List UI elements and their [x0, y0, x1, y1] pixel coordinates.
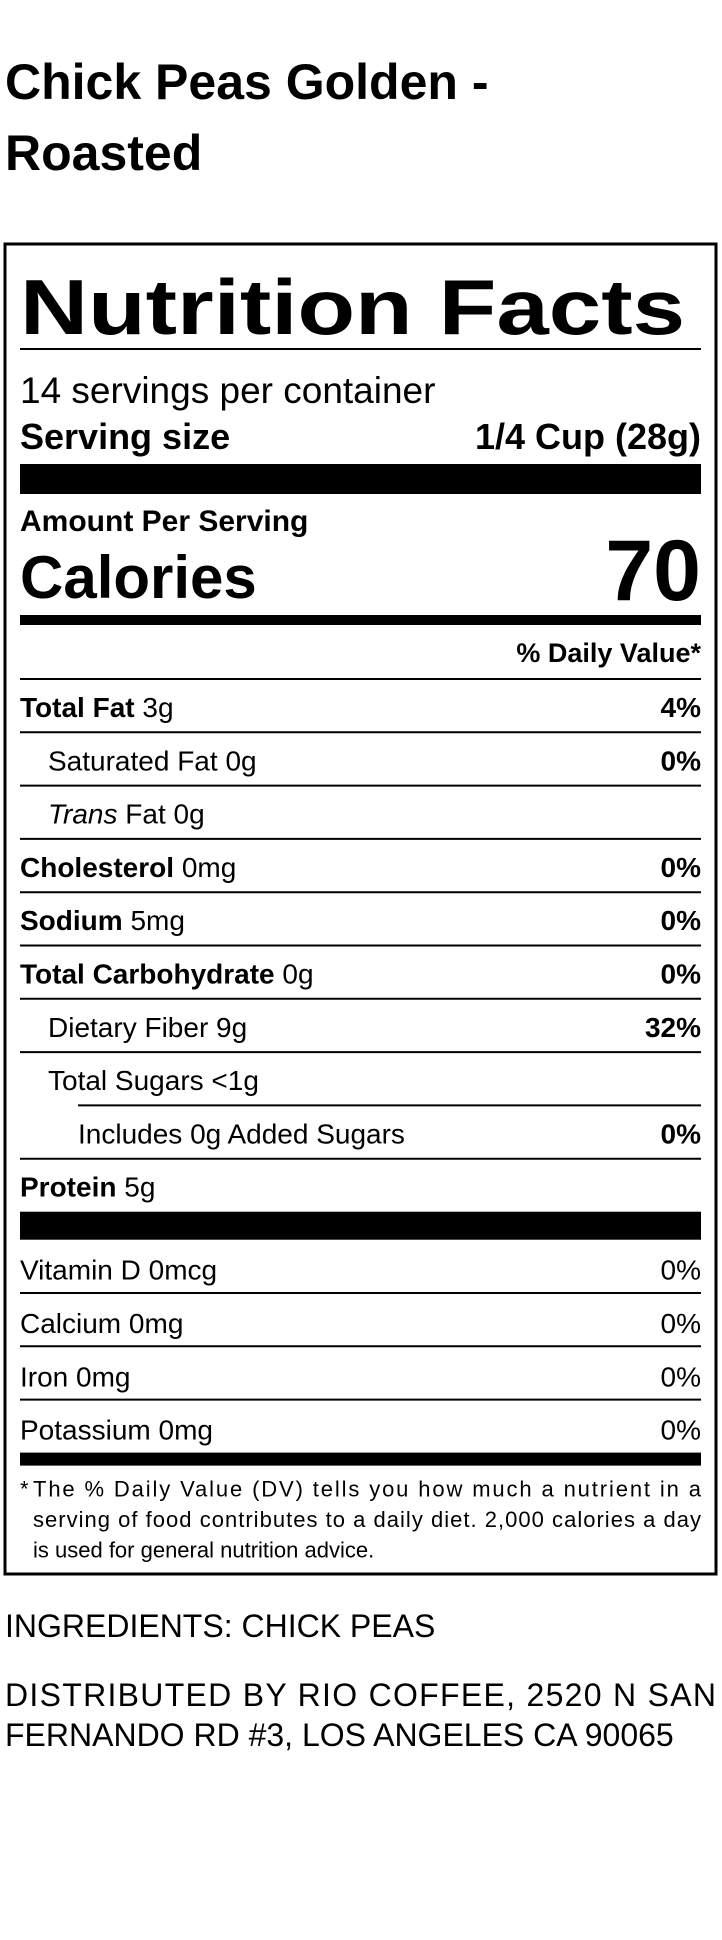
nutrient-amount: 0g — [225, 745, 256, 776]
vitamin-row: Vitamin D 0mcg — [20, 1255, 217, 1286]
ingredients: INGREDIENTS: CHICK PEAS — [5, 1608, 435, 1644]
nutrient-dv: 0% — [661, 905, 702, 936]
nutrient-name: Includes 0g Added Sugars — [78, 1118, 405, 1149]
calories-label: Calories — [20, 544, 257, 611]
thick-bar — [20, 464, 701, 494]
nutrient-name: Cholesterol — [20, 852, 174, 883]
nutrient-amount: 5mg — [130, 905, 184, 936]
medium-bar — [20, 1452, 701, 1466]
calories-value: 70 — [605, 523, 701, 619]
vitamin-amount: 0mg — [159, 1415, 213, 1446]
vitamin-amount: 0mcg — [149, 1255, 217, 1286]
nutrient-dv: 0% — [661, 1118, 702, 1149]
nutrient-amount: 0g — [174, 799, 205, 830]
nutrient-name: Saturated Fat — [48, 745, 218, 776]
footnote-line: is used for general nutrition advice. — [33, 1538, 374, 1563]
distributor-line: FERNANDO RD #3, LOS ANGELES CA 90065 — [5, 1717, 674, 1753]
nutrient-name: Fat — [125, 799, 166, 830]
nutrient-dv: 0% — [661, 745, 702, 776]
medium-bar — [20, 615, 701, 625]
nutrient-row: Includes 0g Added Sugars — [78, 1118, 405, 1149]
vitamin-row: Calcium 0mg — [20, 1308, 183, 1339]
vitamin-name: Vitamin D — [20, 1255, 141, 1286]
nutrient-name: Protein — [20, 1172, 116, 1203]
thick-bar — [20, 1211, 701, 1240]
nutrient-name: Dietary Fiber — [48, 1012, 208, 1043]
nutrient-row: Dietary Fiber 9g — [48, 1012, 247, 1043]
nutrient-amount: 9g — [216, 1012, 247, 1043]
nutrient-name: Total Carbohydrate — [20, 959, 275, 990]
dv-header: % Daily Value* — [516, 638, 701, 668]
nutrient-row: Saturated Fat 0g — [48, 745, 257, 776]
nutrient-dv: 0% — [661, 852, 702, 883]
footnote-marker: * — [20, 1477, 29, 1502]
vitamin-name: Potassium — [20, 1415, 151, 1446]
nutrient-amount: <1g — [211, 1065, 259, 1096]
nutrient-dv: 0% — [661, 959, 702, 990]
serving-size-label: Serving size — [20, 416, 230, 457]
product-title: Chick Peas Golden - — [5, 54, 488, 110]
nutrient-row: Cholesterol 0mg — [20, 852, 236, 883]
nutrient-row: Total Carbohydrate 0g — [20, 959, 314, 990]
nutrient-row: Total Fat 3g — [20, 692, 174, 723]
vitamin-dv: 0% — [661, 1415, 701, 1446]
nutrient-dv: 4% — [661, 692, 702, 723]
nutrient-amount: 0g — [282, 959, 313, 990]
nutrient-amount: 5g — [124, 1172, 155, 1203]
nutrient-name: Total Sugars — [48, 1065, 204, 1096]
distributor-line: DISTRIBUTED BY RIO COFFEE, 2520 N SAN — [5, 1677, 716, 1713]
footnote-line: The % Daily Value (DV) tells you how muc… — [33, 1477, 702, 1502]
vitamin-dv: 0% — [661, 1361, 701, 1392]
nutrient-name: Sodium — [20, 905, 123, 936]
nutrient-prefix: Trans — [48, 799, 118, 830]
nutrient-row: Sodium 5mg — [20, 905, 185, 936]
vitamin-row: Potassium 0mg — [20, 1415, 213, 1446]
product-title: Roasted — [5, 125, 202, 181]
label-border — [3, 242, 718, 1576]
nutrient-row: Total Sugars <1g — [48, 1065, 259, 1096]
nutrient-row: Protein 5g — [20, 1172, 155, 1203]
nutrient-dv: 32% — [645, 1012, 701, 1043]
vitamin-row: Iron 0mg — [20, 1361, 131, 1392]
vitamin-amount: 0mg — [76, 1361, 130, 1392]
nutrient-amount: 0mg — [182, 852, 236, 883]
footnote-line: serving of food contributes to a daily d… — [33, 1507, 701, 1532]
nutrient-amount: 3g — [142, 692, 173, 723]
nutrient-row: Trans Fat 0g — [48, 799, 205, 830]
amount-per-serving: Amount Per Serving — [20, 505, 308, 538]
vitamin-dv: 0% — [661, 1255, 701, 1286]
servings: 14 servings per container — [20, 370, 435, 411]
nutrient-name: Total Fat — [20, 692, 135, 723]
vitamin-name: Iron — [20, 1361, 68, 1392]
label-heading: Nutrition Facts — [20, 263, 685, 351]
vitamin-amount: 0mg — [129, 1308, 183, 1339]
vitamin-name: Calcium — [20, 1308, 121, 1339]
serving-size-value: 1/4 Cup (28g) — [475, 416, 701, 457]
vitamin-dv: 0% — [661, 1308, 701, 1339]
